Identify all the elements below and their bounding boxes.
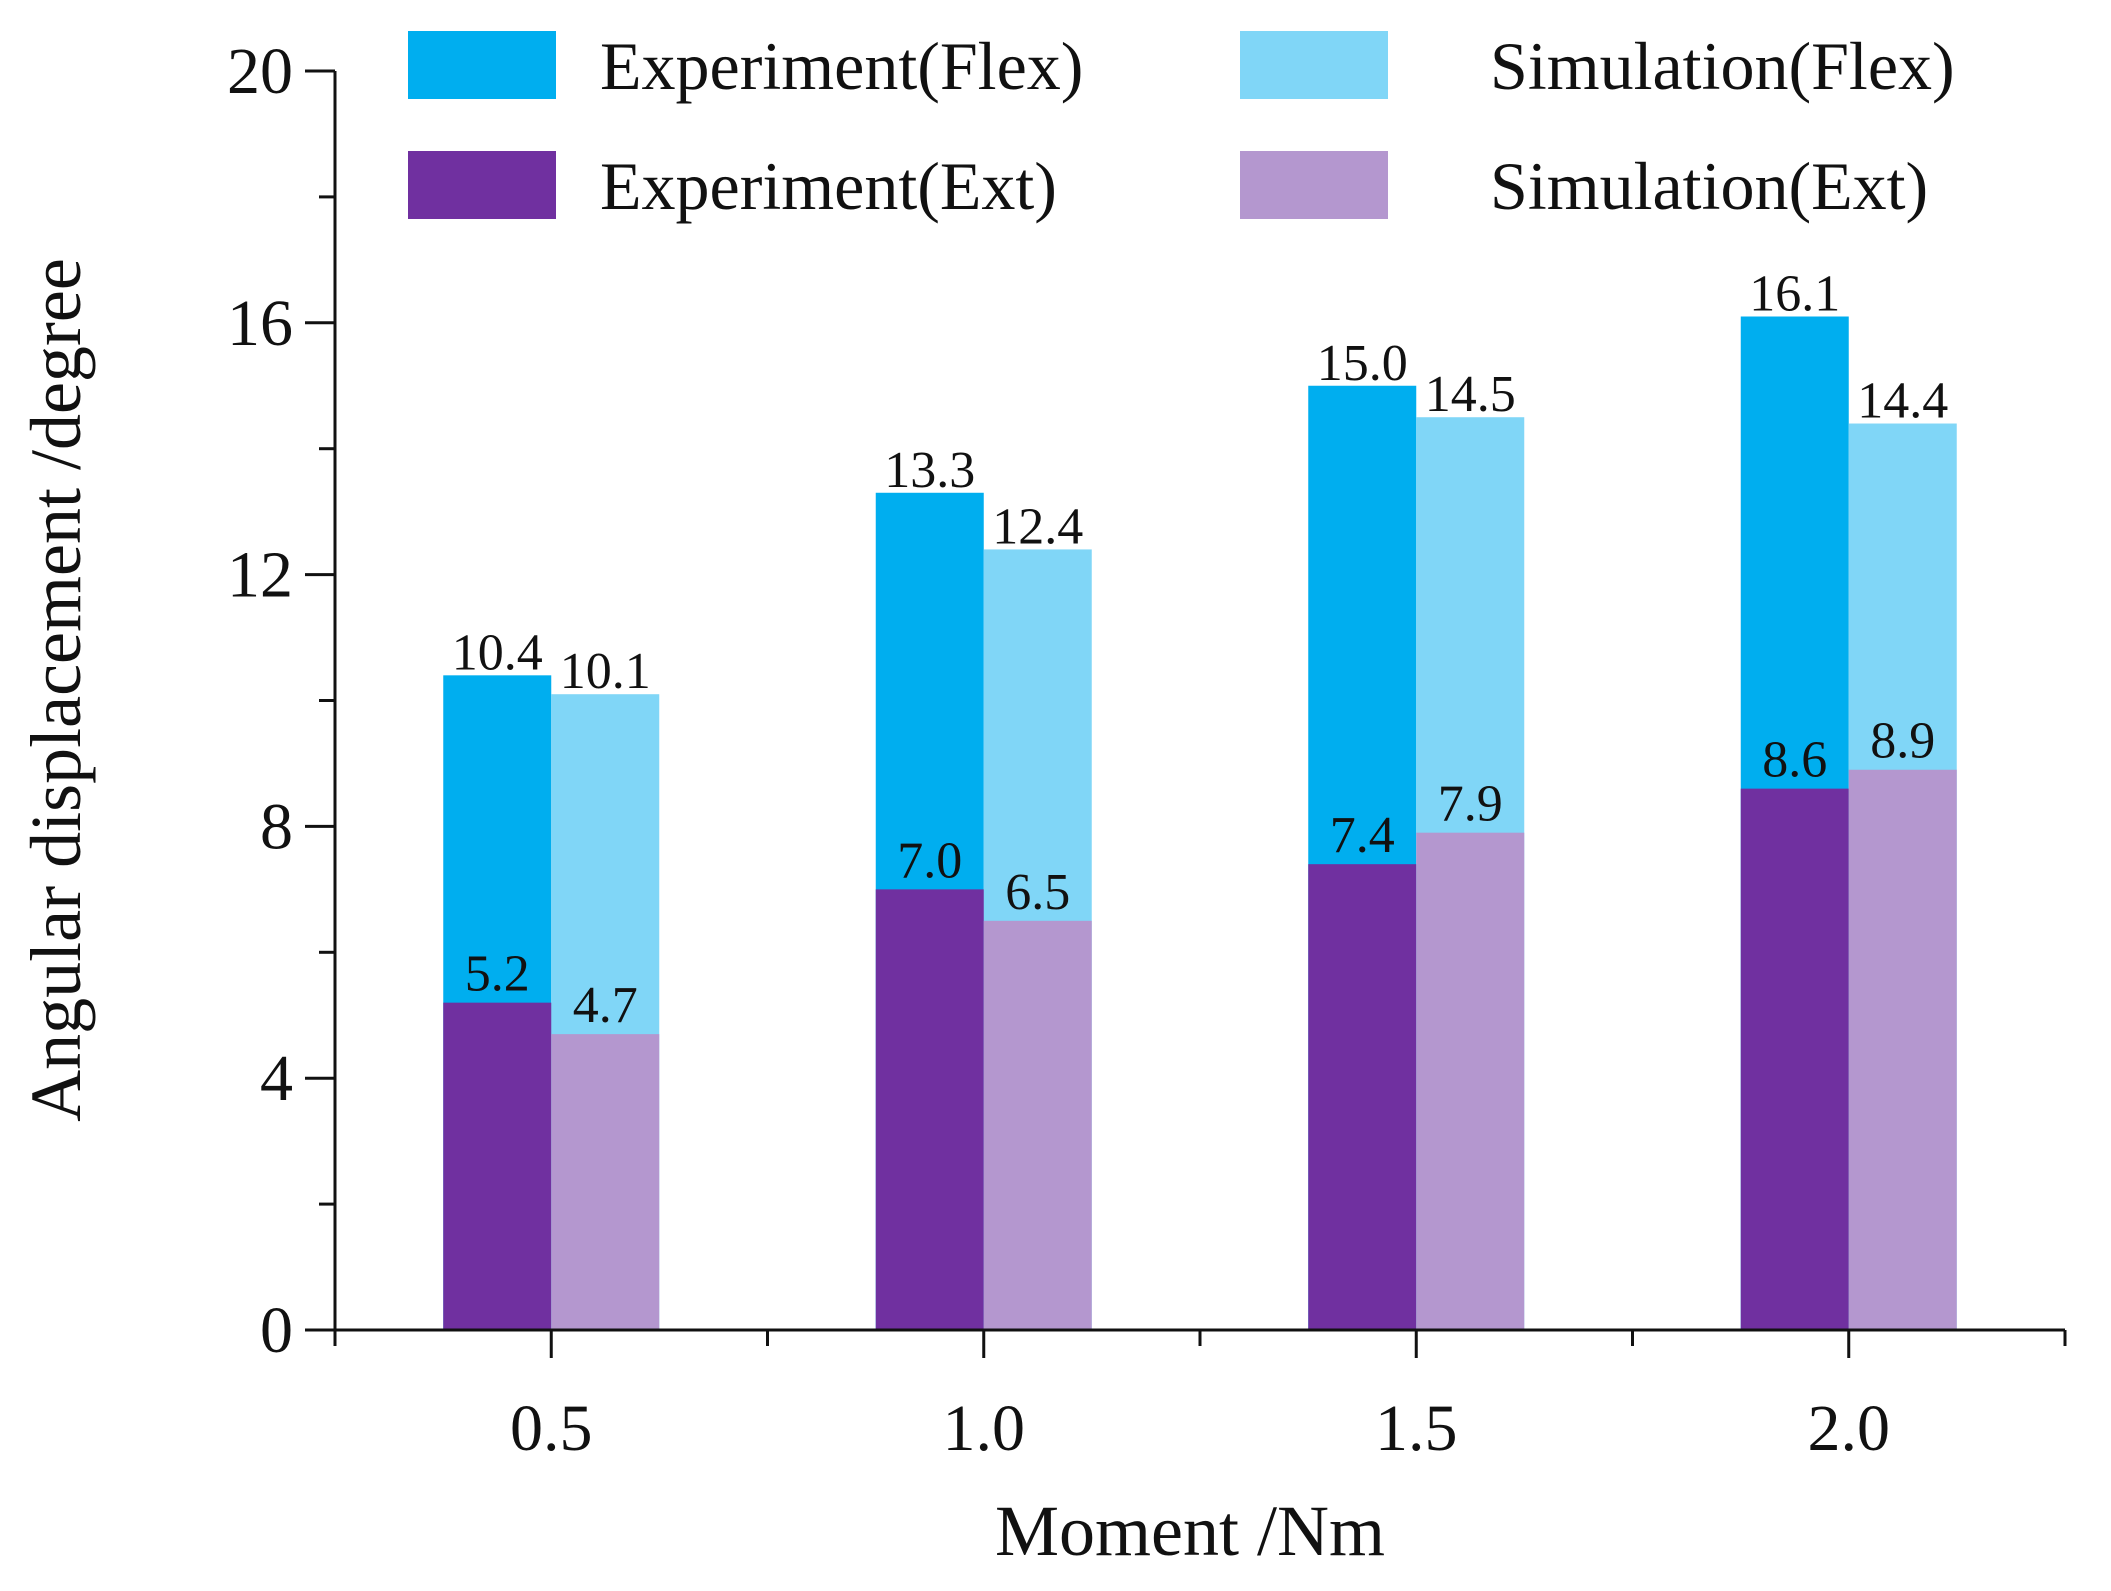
data-label-simulation-ext-1.5: 7.9 (1438, 776, 1503, 833)
legend-label-simulation-ext: Simulation(Ext) (1490, 148, 1928, 224)
data-labels-layer: 10.4 10.1 5.2 4.7 13.3 12.4 7.0 6.5 15.0 14.5 7.4 7… (452, 266, 1949, 1035)
legend-label-simulation-flex: Simulation(Flex) (1490, 28, 1955, 104)
data-label-experiment-flex-1.5: 15.0 (1317, 335, 1408, 392)
axes-layer: 0 4 8 12 16 20 0.5 1.0 1.5 2.0 (227, 35, 2067, 1465)
legend-swatch-experiment-ext (408, 151, 556, 219)
data-label-simulation-ext-2.0: 8.9 (1870, 713, 1935, 770)
bar-experiment-ext-1.5 (1308, 864, 1417, 1330)
data-label-simulation-flex-2.0: 14.4 (1857, 373, 1948, 430)
legend: Experiment(Flex) Simulation(Flex) Experime… (408, 28, 1955, 224)
legend-label-experiment-flex: Experiment(Flex) (600, 28, 1083, 104)
data-label-experiment-flex-0.5: 10.4 (452, 624, 543, 681)
data-label-simulation-flex-1.0: 12.4 (992, 498, 1083, 555)
y-tick-label-0: 0 (260, 1294, 293, 1367)
legend-swatch-simulation-flex (1240, 31, 1388, 99)
bar-experiment-ext-2.0 (1740, 788, 1849, 1330)
data-label-simulation-ext-1.0: 6.5 (1005, 864, 1070, 921)
data-label-experiment-ext-0.5: 5.2 (465, 946, 530, 1003)
legend-swatch-simulation-ext (1240, 151, 1388, 219)
legend-swatch-experiment-flex (408, 31, 556, 99)
data-label-experiment-flex-2.0: 16.1 (1749, 266, 1840, 323)
bar-simulation-ext-0.5 (551, 1034, 660, 1330)
bar-simulation-ext-1.0 (983, 920, 1092, 1330)
data-label-simulation-flex-0.5: 10.1 (560, 643, 651, 700)
x-tick-label-1.0: 1.0 (943, 1392, 1026, 1465)
data-label-experiment-ext-1.0: 7.0 (897, 832, 962, 889)
data-label-experiment-ext-2.0: 8.6 (1762, 732, 1827, 789)
legend-item-simulation-flex: Simulation(Flex) (1240, 28, 1955, 104)
x-tick-label-0.5: 0.5 (510, 1392, 593, 1465)
data-label-experiment-flex-1.0: 13.3 (884, 442, 975, 499)
data-label-simulation-ext-0.5: 4.7 (573, 977, 638, 1034)
legend-item-experiment-ext: Experiment(Ext) (408, 148, 1057, 224)
bar-simulation-ext-1.5 (1416, 832, 1525, 1330)
bar-simulation-ext-2.0 (1848, 769, 1957, 1330)
legend-item-simulation-ext: Simulation(Ext) (1240, 148, 1928, 224)
legend-label-experiment-ext: Experiment(Ext) (600, 148, 1057, 224)
y-axis-title: Angular displacement /degree (16, 258, 96, 1122)
y-tick-label-4: 4 (260, 1042, 293, 1115)
x-tick-label-1.5: 1.5 (1375, 1392, 1458, 1465)
legend-item-experiment-flex: Experiment(Flex) (408, 28, 1083, 104)
x-tick-label-2.0: 2.0 (1808, 1392, 1891, 1465)
y-tick-label-16: 16 (227, 287, 293, 360)
y-tick-label-12: 12 (227, 539, 293, 612)
x-axis-title: Moment /Nm (995, 1491, 1385, 1571)
bar-experiment-ext-0.5 (443, 1002, 552, 1330)
y-tick-label-20: 20 (227, 35, 293, 108)
bars-layer (443, 316, 1957, 1331)
data-label-simulation-flex-1.5: 14.5 (1425, 366, 1516, 423)
data-label-experiment-ext-1.5: 7.4 (1330, 807, 1395, 864)
bar-experiment-ext-1.0 (875, 889, 984, 1330)
y-tick-label-8: 8 (260, 790, 293, 863)
